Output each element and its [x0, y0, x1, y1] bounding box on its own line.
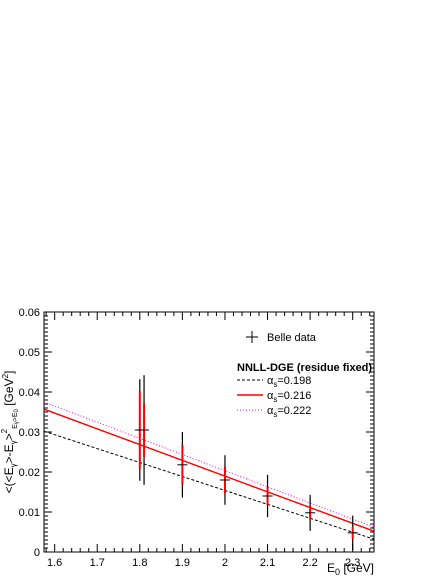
- theory-line-2: [43, 401, 375, 528]
- legend-title: NNLL-DGE (residue fixed): [237, 362, 372, 374]
- y-tick-label: 0.06: [19, 307, 40, 319]
- legend-entry-belle-data: Belle data: [246, 331, 317, 344]
- y-axis-label: <(<Eγ>-Eγ>2Eγ>E0 [GeV2]: [0, 371, 20, 494]
- y-tick-label: 0.01: [19, 507, 40, 519]
- y-tick-label: 0.02: [19, 467, 40, 479]
- x-tick-label: 1.6: [47, 557, 62, 569]
- x-axis-label: E0 [GeV]: [327, 561, 374, 577]
- legend-entry-series-2: αs=0.222: [237, 405, 311, 419]
- theory-curves: [43, 401, 375, 540]
- legend-label-series-1: αs=0.216: [267, 390, 311, 404]
- data-points: [134, 375, 358, 550]
- x-tick-label: 2.2: [302, 557, 317, 569]
- legend-label-series-0: αs=0.198: [267, 375, 311, 389]
- legend-label-series-2: αs=0.222: [267, 405, 311, 419]
- y-tick-label: 0.03: [19, 427, 40, 439]
- legend-entry-series-0: αs=0.198: [237, 375, 311, 389]
- plot-frame: [43, 311, 375, 553]
- x-tick-label: 1.8: [132, 557, 147, 569]
- x-tick-label: 2.3: [345, 557, 360, 569]
- legend-entry-series-1: αs=0.216: [237, 390, 311, 404]
- theory-line-1: [43, 408, 375, 532]
- x-tick-label: 1.7: [90, 557, 105, 569]
- legend: Belle data NNLL-DGE (residue fixed) αs=0…: [237, 331, 372, 419]
- x-tick-label: 2: [222, 557, 228, 569]
- y-tick-label: 0: [34, 547, 40, 559]
- x-tick-label: 2.1: [260, 557, 275, 569]
- x-axis: 1.6 1.7 1.8 1.9 2 2.1 2.2 2.3: [45, 312, 371, 569]
- y-tick-label: 0.05: [19, 347, 40, 359]
- theory-line-0: [43, 430, 375, 540]
- legend-label-belle-data: Belle data: [267, 332, 317, 344]
- x-tick-label: 1.9: [175, 557, 190, 569]
- y-tick-label: 0.04: [19, 387, 40, 399]
- y-axis: 0 0.01 0.02 0.03 0.04 0.05 0.06: [19, 307, 374, 559]
